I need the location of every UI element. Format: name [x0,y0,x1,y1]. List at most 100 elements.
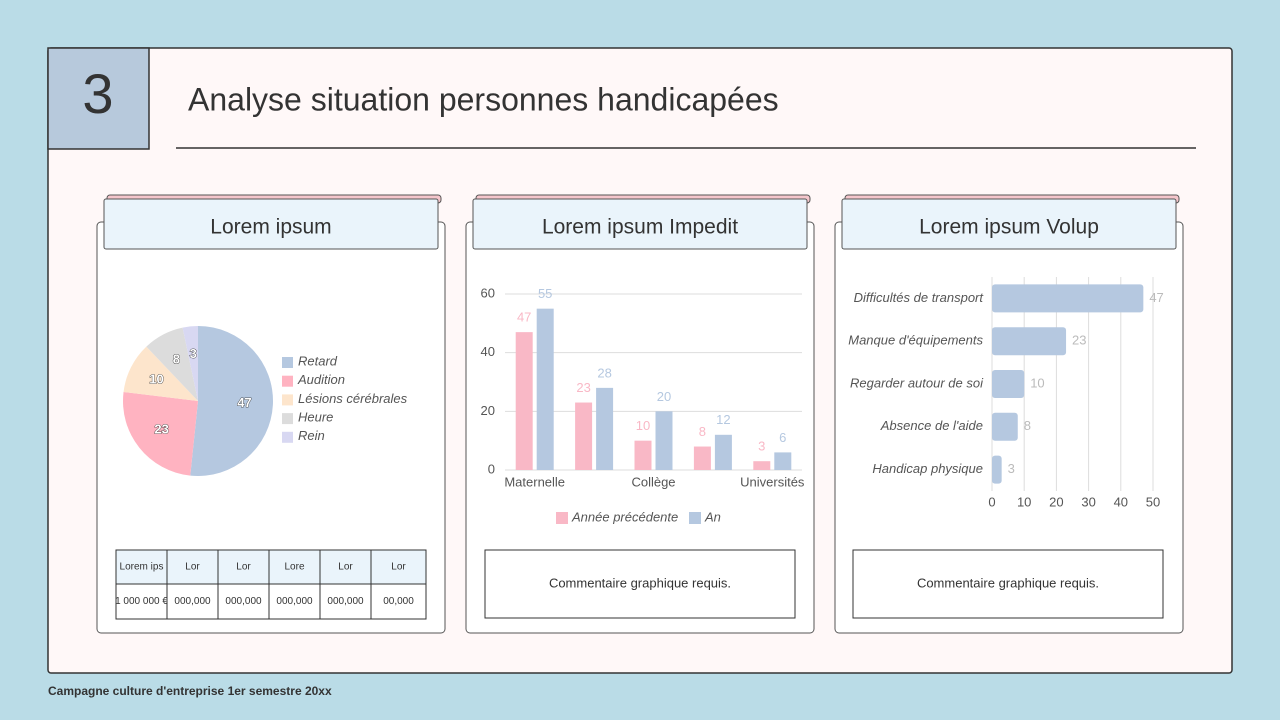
footer: Campagne culture d'entreprise 1er semest… [48,684,332,698]
bar [774,452,792,470]
table-cell [115,549,168,585]
y-tick-label: Difficultés de transport [854,290,985,305]
x-tick-label: 0 [988,494,995,509]
slide-title: Analyse situation personnes handicapées [188,81,779,117]
data-label: 10 [149,372,163,387]
bar [753,461,771,470]
bar [992,370,1025,398]
data-label: 10 [1030,375,1044,390]
comment-box [484,549,796,619]
data-label: 23 [576,380,590,395]
table-text: Lor [236,562,251,573]
pie-slice [190,326,274,476]
bar [992,284,1144,313]
x-tick-label: 40 [1114,494,1128,509]
legend-label: Heure [298,410,333,425]
table-cell [268,549,321,585]
bar [596,387,614,470]
table-text: 1 000 000 € [115,596,168,607]
table-cell [268,583,321,620]
legend-swatch [282,357,293,368]
bar [992,412,1018,441]
legend-swatch [282,394,293,406]
table-text: 000,000 [327,596,364,607]
bar [536,308,554,470]
bar [992,455,1002,484]
comment: Commentaire graphique requis. [917,575,1099,590]
bar [693,446,711,470]
legend-swatch [556,512,568,524]
data-label: 28 [597,365,611,380]
panel-title: Lorem ipsum Impedit [542,216,738,239]
data-label: 23 [1072,333,1086,348]
table-cell [319,583,372,620]
table-text: Lore [284,562,304,573]
comment: Commentaire graphique requis. [549,575,731,590]
bar [714,434,732,470]
table-cell [115,583,168,620]
panel-header [103,198,439,250]
bar [575,402,593,470]
x-tick-label: Collège [631,474,675,489]
table-cell [166,583,219,620]
panel-header [472,198,808,250]
data-label: 6 [779,430,786,445]
y-tick-label: 60 [481,285,495,300]
legend-label: Année précédente [571,509,678,524]
bar [992,327,1067,356]
legend-label: Audition [297,372,345,387]
y-tick-label: 0 [488,461,495,476]
bar [655,411,673,470]
legend-label: Rein [298,428,325,443]
table-text: 000,000 [174,596,211,607]
number-box [47,47,150,150]
y-tick-label: 40 [481,344,495,359]
x-tick-label: 30 [1081,494,1095,509]
legend-swatch [282,431,293,443]
pie-slice [146,327,198,401]
panel-header [841,198,1177,250]
y-tick-label: Absence de l'aide [880,418,983,433]
data-label: 47 [1149,290,1163,305]
legend-swatch [282,413,293,425]
data-label: 12 [716,412,730,427]
data-label: 47 [517,310,531,325]
table-text: 000,000 [276,596,313,607]
comment-box [852,549,1164,619]
table-text: 000,000 [225,596,262,607]
table-text: Lor [185,562,200,573]
data-label: 47 [237,395,251,410]
pie-slice [123,391,198,476]
x-tick-label: Maternelle [504,474,565,489]
legend-label: An [704,509,721,524]
x-tick-label: 20 [1049,494,1063,509]
data-label: 10 [636,418,650,433]
y-tick-label: Regarder autour de soi [850,375,984,390]
table-cell [370,583,427,620]
data-label: 8 [1024,418,1031,433]
table-text: Lor [391,562,406,573]
legend-label: Lésions cérébrales [298,391,408,406]
data-label: 3 [190,346,197,361]
x-tick-label: Universités [740,474,805,489]
legend-swatch [282,375,293,387]
pie-slice [123,346,198,401]
table-cell [217,583,270,620]
pie-slice [182,326,198,401]
data-label: 8 [699,424,706,439]
y-tick-label: 20 [481,403,495,418]
slide-number: 3 [82,62,113,125]
legend-swatch [689,512,701,524]
data-label: 23 [154,421,168,436]
data-label: 20 [657,389,671,404]
legend-label: Retard [298,353,338,368]
y-tick-label: Handicap physique [872,461,983,476]
y-tick-label: Manque d'équipements [848,333,983,348]
panel-title: Lorem ipsum [210,216,331,239]
table-text: Lor [338,562,353,573]
bar [515,332,533,470]
data-label: 55 [538,286,552,301]
x-tick-label: 50 [1146,494,1160,509]
table-text: 00,000 [383,596,414,607]
